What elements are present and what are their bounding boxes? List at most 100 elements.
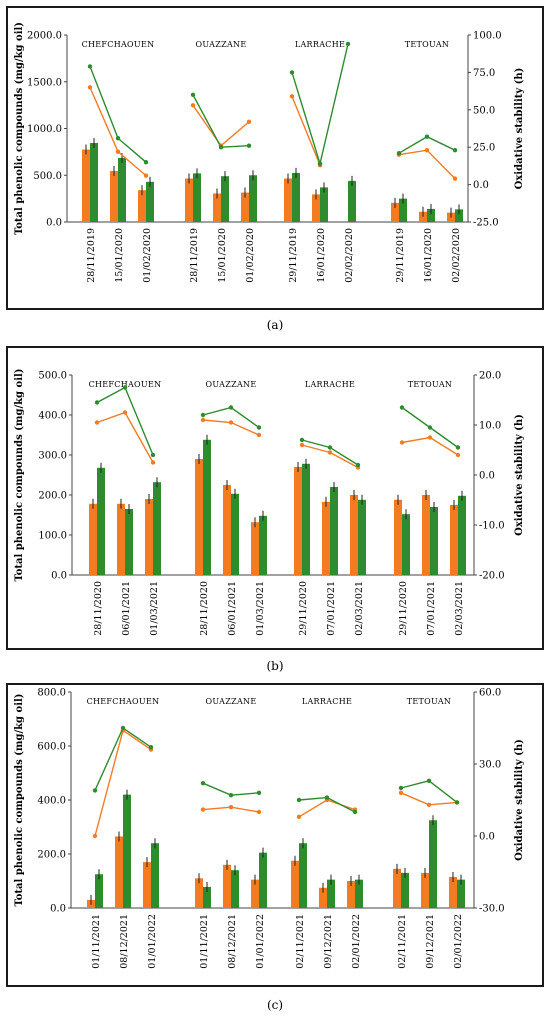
green-point <box>228 405 234 410</box>
date-label: 06/01/2021 <box>227 581 238 636</box>
y2-tick-label: 25.0 <box>473 143 495 154</box>
date-label: 28/11/2019 <box>86 228 97 283</box>
orange-bar <box>294 467 302 575</box>
green-bar <box>193 173 201 222</box>
green-bar <box>125 509 133 575</box>
panel-frame <box>6 683 544 987</box>
date-label: 29/11/2020 <box>298 581 309 636</box>
orange-bar <box>195 878 203 908</box>
y-tick-label: 2000.0 <box>27 31 62 42</box>
orange-bar <box>195 459 203 575</box>
green-bar <box>221 176 229 222</box>
green-bar <box>348 180 356 222</box>
orange-point <box>87 85 93 90</box>
orange-bar <box>89 503 97 575</box>
green-bar <box>429 820 437 908</box>
date-label: 16/01/2020 <box>316 228 327 283</box>
green-point <box>327 445 333 450</box>
group-label: CHEFCHAOUEN <box>82 40 155 49</box>
date-label: 02/02/2020 <box>344 228 355 283</box>
green-point <box>296 797 302 803</box>
y2-tick-label: 30.0 <box>479 760 501 771</box>
green-point <box>92 788 98 793</box>
green-point <box>324 795 330 800</box>
orange-bar <box>319 887 327 908</box>
green-point <box>299 437 305 443</box>
date-label: 02/11/2021 <box>397 914 408 969</box>
y2-tick-label: 10.0 <box>479 421 501 432</box>
date-label: 01/02/2020 <box>142 228 153 283</box>
y2-tick-label: -25.0 <box>473 218 499 229</box>
orange-line <box>401 436 459 456</box>
date-label: 07/01/2021 <box>326 581 337 636</box>
green-point <box>256 425 262 430</box>
y-tick-label: 600.0 <box>37 742 66 753</box>
y-axis-title: Total phenolic compounds (mg/kg oil) <box>14 22 25 235</box>
green-line <box>192 94 250 148</box>
orange-point <box>246 119 252 124</box>
orange-point <box>455 452 461 458</box>
green-bar <box>151 843 159 908</box>
green-bar <box>231 870 239 908</box>
green-bar <box>401 872 409 908</box>
green-bar <box>259 852 267 908</box>
orange-point <box>228 805 234 810</box>
date-label: 02/03/2021 <box>454 581 465 636</box>
panel-frame <box>6 6 544 310</box>
orange-bar <box>350 495 358 575</box>
orange-bar <box>82 149 90 222</box>
group-label: OUAZZANE <box>206 697 257 706</box>
green-bar <box>259 515 267 575</box>
orange-bar <box>322 501 330 575</box>
orange-line <box>398 149 456 180</box>
green-point <box>398 785 404 791</box>
panel-label-a: (a) <box>266 318 284 332</box>
orange-point <box>427 435 433 440</box>
group-label: LARRACHE <box>305 380 355 389</box>
date-label: 15/01/2020 <box>114 228 125 283</box>
orange-point <box>115 149 121 154</box>
date-label: 06/01/2021 <box>121 581 132 636</box>
orange-line <box>96 411 154 463</box>
green-bar <box>355 879 363 908</box>
green-point <box>148 745 154 750</box>
date-label: 28/11/2020 <box>199 581 210 636</box>
y-axis-title: Total phenolic compounds (mg/kg oil) <box>14 693 25 906</box>
y-tick-label: 200.0 <box>37 850 66 861</box>
green-bar <box>427 208 435 222</box>
orange-bar <box>421 872 429 908</box>
green-point <box>352 809 358 815</box>
orange-bar <box>394 499 402 575</box>
panel-label-c: (c) <box>266 998 284 1012</box>
orange-bar <box>393 868 401 908</box>
orange-bar <box>251 879 259 908</box>
green-point <box>200 781 206 786</box>
orange-point <box>426 802 432 807</box>
group-label: TETOUAN <box>405 40 449 49</box>
green-point <box>355 462 361 468</box>
orange-point <box>92 833 98 839</box>
date-label: 01/02/2020 <box>245 228 256 283</box>
green-bar <box>146 181 154 222</box>
green-point <box>122 385 128 390</box>
date-label: 01/01/2022 <box>255 914 266 969</box>
group-label: TETOUAN <box>408 380 452 389</box>
date-label: 28/11/2019 <box>189 228 200 283</box>
y2-tick-label: 0.0 <box>479 471 495 482</box>
green-point <box>200 412 206 418</box>
green-bar <box>123 794 131 908</box>
green-bar <box>299 843 307 908</box>
green-bar <box>458 495 466 575</box>
panel-frame <box>6 346 544 650</box>
orange-point <box>256 432 262 438</box>
orange-point <box>424 147 430 153</box>
green-point <box>289 70 295 75</box>
date-label: 09/12/2021 <box>323 914 334 969</box>
green-bar <box>302 463 310 575</box>
orange-bar <box>422 495 430 575</box>
y-tick-label: 0.0 <box>46 218 62 229</box>
orange-point <box>143 173 149 178</box>
green-point <box>317 161 323 166</box>
orange-bar <box>391 202 399 222</box>
y2-tick-label: 50.0 <box>473 105 495 116</box>
